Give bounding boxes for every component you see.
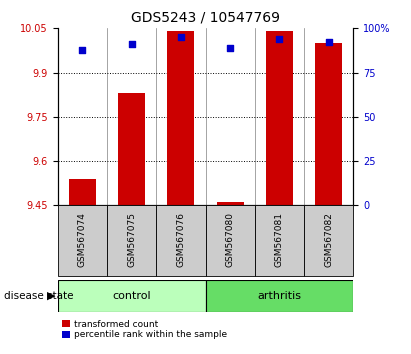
Point	[276, 36, 283, 42]
Bar	[304, 205, 353, 276]
Bar	[107, 205, 156, 276]
Bar	[58, 280, 206, 312]
Text: control: control	[112, 291, 151, 301]
Text: disease state: disease state	[4, 291, 74, 301]
Point	[79, 47, 85, 52]
Text: GSM567081: GSM567081	[275, 212, 284, 267]
Text: GSM567074: GSM567074	[78, 212, 87, 267]
Point	[227, 45, 233, 51]
Bar	[266, 31, 293, 205]
Bar	[156, 205, 206, 276]
Point	[178, 34, 184, 40]
Point	[128, 41, 135, 47]
Bar	[315, 43, 342, 205]
Point	[326, 40, 332, 45]
Legend: transformed count, percentile rank within the sample: transformed count, percentile rank withi…	[62, 320, 227, 339]
Text: GSM567080: GSM567080	[226, 212, 235, 267]
Bar	[217, 202, 244, 205]
Text: GSM567076: GSM567076	[176, 212, 185, 267]
Text: GSM567082: GSM567082	[324, 212, 333, 267]
Bar	[69, 179, 96, 205]
Bar	[58, 205, 107, 276]
Bar	[118, 93, 145, 205]
Bar	[206, 280, 353, 312]
Bar	[167, 31, 194, 205]
Bar	[255, 205, 304, 276]
Text: arthritis: arthritis	[257, 291, 302, 301]
Text: ▶: ▶	[47, 291, 55, 301]
Bar	[206, 205, 255, 276]
Text: GDS5243 / 10547769: GDS5243 / 10547769	[131, 11, 280, 25]
Text: GSM567075: GSM567075	[127, 212, 136, 267]
